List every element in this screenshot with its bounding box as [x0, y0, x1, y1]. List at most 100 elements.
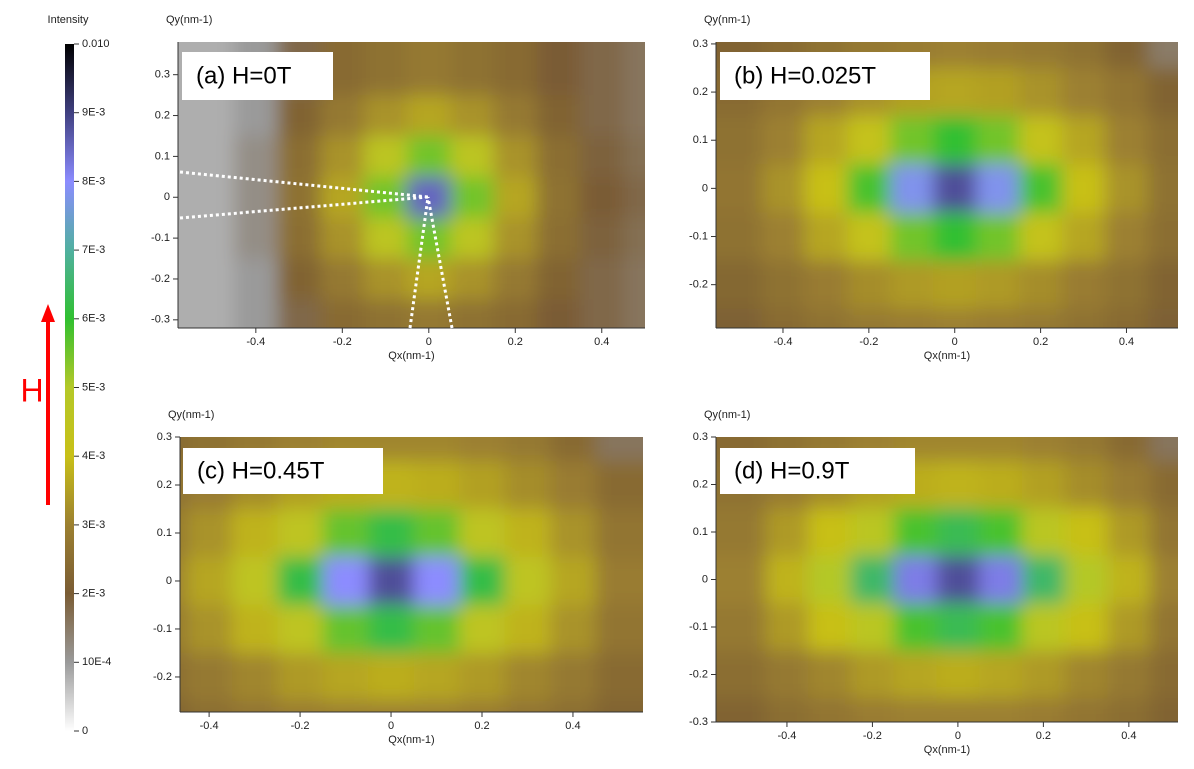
heatmap-cell [1064, 437, 1108, 462]
y-tick-label: 0.2 [693, 86, 708, 98]
field-arrow-head [41, 304, 55, 322]
heatmap-cell [363, 95, 408, 137]
heatmap-cell [459, 508, 506, 558]
heatmap-cell [765, 698, 809, 722]
heatmap-cell [761, 212, 805, 262]
panel-title: (b) H=0.025T [734, 62, 876, 89]
heatmap-cell [320, 299, 365, 328]
y-tick-label: -0.2 [153, 671, 172, 683]
heatmap-cell [231, 604, 278, 654]
heatmap-cell [847, 308, 891, 328]
heatmap-cell [536, 135, 581, 178]
heatmap-cell [976, 116, 1020, 165]
heatmap-cell [493, 95, 538, 137]
heatmap-cell [550, 460, 597, 510]
y-tick-label: 0.3 [157, 431, 172, 443]
heatmap-cell [504, 508, 551, 558]
y-tick-label: 0 [166, 575, 172, 587]
heatmap-cell [933, 164, 977, 213]
heatmap-cell [1062, 42, 1106, 69]
heatmap-cell [277, 217, 322, 260]
heatmap-cell [580, 217, 624, 260]
heatmap-cell [1107, 698, 1151, 722]
heatmap-cell [1107, 555, 1151, 604]
heatmap-cell [623, 176, 645, 219]
heatmap-cell [765, 555, 809, 604]
y-tick-label: -0.1 [151, 232, 170, 244]
heatmap-cell [761, 164, 805, 213]
heatmap-cell [277, 176, 322, 219]
heatmap-cell [716, 260, 763, 310]
heatmap-cell [808, 603, 852, 652]
heatmap-cell [1019, 68, 1063, 117]
heatmap-cell [186, 556, 233, 606]
heatmap-cell [536, 42, 581, 96]
x-tick-label: -0.2 [291, 720, 310, 732]
heatmap-cell [851, 555, 895, 604]
heatmap-cell [808, 508, 852, 557]
heatmap-cells [716, 437, 1178, 722]
heatmap-cell [1062, 260, 1106, 310]
heatmap-cell [1022, 555, 1066, 604]
colorbar-tick-label: 4E-3 [82, 450, 105, 462]
heatmap-cell [623, 258, 645, 300]
heatmap-cell [1107, 437, 1151, 462]
heatmap-cell [320, 176, 365, 219]
y-axis-label: Qy(nm-1) [168, 409, 214, 421]
x-tick-label: 0.4 [565, 720, 580, 732]
heatmap-cell [1150, 650, 1178, 699]
heatmap-cell [368, 556, 415, 606]
heatmap-cell [716, 698, 767, 722]
heatmap-cell [976, 308, 1020, 328]
colorbar-tick-label: 5E-3 [82, 381, 105, 393]
heatmap-cell [847, 212, 891, 262]
heatmap-cell [363, 135, 408, 178]
heatmap-cell [936, 460, 980, 509]
x-tick-label: -0.4 [773, 336, 792, 348]
heatmap-cell [1147, 116, 1178, 165]
heatmap-cell [933, 42, 977, 69]
heatmap-cell [320, 95, 365, 137]
x-axis-label: Qx(nm-1) [388, 350, 434, 362]
heatmap-cell [459, 460, 506, 510]
heatmap-cell [1107, 603, 1151, 652]
heatmap-cell [363, 258, 408, 300]
x-tick-label: 0.2 [508, 336, 523, 348]
heatmap-cell [890, 212, 934, 262]
heatmap-cells [180, 437, 643, 712]
heatmap-cell [234, 299, 278, 328]
heatmap-cell [1064, 650, 1108, 699]
heatmap-cell [550, 604, 597, 654]
heatmap-cell [979, 650, 1023, 699]
heatmap-cell [180, 604, 187, 654]
heatmap-cell [277, 299, 322, 328]
heatmap-cell [277, 556, 324, 606]
heatmap-cell [1022, 437, 1066, 462]
x-axis-label: Qx(nm-1) [924, 744, 970, 756]
heatmap-cell [322, 556, 369, 606]
heatmap-cell [234, 135, 278, 178]
heatmap-cell [322, 700, 369, 712]
heatmap-cell [180, 460, 187, 510]
heatmap-cell [716, 212, 763, 262]
heatmap-cell [1147, 260, 1178, 310]
x-tick-label: -0.2 [863, 730, 882, 742]
heatmap-cell [893, 698, 938, 722]
heatmap-cell [979, 460, 1023, 509]
heatmap-cell [1019, 42, 1063, 69]
heatmap-cell [493, 42, 538, 96]
heatmap-cell [851, 603, 895, 652]
y-tick-label: 0.1 [693, 526, 708, 538]
heatmap-cell [716, 555, 767, 604]
heatmap-cell [1062, 308, 1106, 328]
heatmap-cell [1019, 116, 1063, 165]
heatmap-cell [450, 42, 495, 96]
heatmap-cell [413, 604, 460, 654]
heatmap-cell [320, 217, 365, 260]
heatmap-cell [450, 258, 495, 300]
heatmap-cell [1107, 650, 1151, 699]
heatmap-cell [450, 95, 495, 137]
heatmap-cell [623, 299, 645, 328]
heatmap-cell [580, 176, 624, 219]
